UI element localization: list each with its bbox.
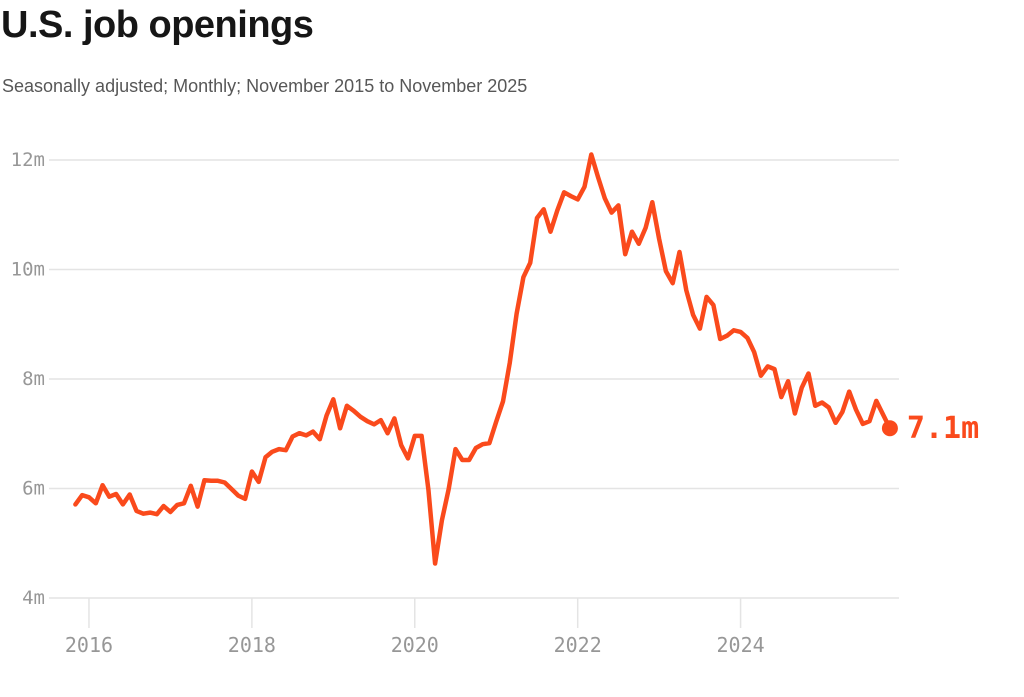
y-axis-label: 6m [22,478,45,500]
y-axis-label: 4m [22,587,45,609]
x-axis-label: 2020 [391,633,439,657]
x-axis-label: 2018 [228,633,276,657]
y-axis-label: 12m [11,149,45,171]
chart-subtitle: Seasonally adjusted; Monthly; November 2… [2,76,528,96]
chart-title: U.S. job openings [1,4,314,46]
y-axis-label: 10m [11,259,45,281]
x-axis-label: 2022 [554,633,602,657]
x-axis-label: 2016 [65,633,113,657]
end-dot [881,420,898,437]
x-axis-label: 2024 [716,633,764,657]
series-line [73,152,893,566]
y-axis-label: 8m [22,368,45,390]
end-value-label: 7.1m [907,411,979,446]
